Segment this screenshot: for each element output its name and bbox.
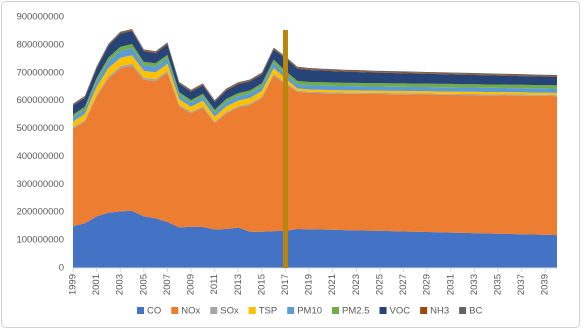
area (73, 65, 557, 236)
legend-label: VOC (390, 306, 411, 317)
legend-swatch (332, 307, 340, 314)
area (73, 48, 557, 122)
x-tick-label: 2025 (374, 274, 385, 295)
legend-swatch (210, 307, 218, 314)
legend-label: BC (469, 306, 482, 317)
x-tick-label: 2017 (280, 274, 291, 295)
y-tick-label: 900000000 (16, 12, 64, 23)
y-tick-label: 700000000 (16, 67, 64, 78)
y-tick-label: 600000000 (16, 95, 64, 106)
y-tick-label: 100000000 (16, 235, 64, 246)
x-tick-label: 2019 (304, 274, 315, 295)
legend-label: PM2.5 (342, 306, 369, 317)
area (73, 30, 557, 115)
legend-swatch (287, 307, 295, 314)
legend-label: SOx (220, 306, 239, 317)
y-tick-label: 200000000 (16, 207, 64, 218)
legend-label: TSP (259, 306, 277, 317)
legend-swatch (248, 307, 256, 314)
legend-label: NH3 (430, 306, 449, 317)
y-tick-label: 400000000 (16, 151, 64, 162)
legend-swatch (459, 307, 467, 314)
legend-swatch (379, 307, 387, 314)
legend-swatch (420, 307, 428, 314)
area (73, 55, 557, 128)
x-tick-label: 2015 (256, 274, 267, 295)
area (73, 210, 557, 268)
x-tick-label: 2039 (540, 274, 551, 295)
x-tick-label: 2005 (138, 274, 149, 295)
x-tick-label: 1999 (68, 274, 79, 295)
x-tick-label: 2003 (115, 274, 126, 295)
x-tick-label: 2013 (233, 274, 244, 295)
legend-swatch (171, 307, 179, 314)
x-tick-label: 2035 (492, 274, 503, 295)
area (73, 44, 557, 118)
y-tick-label: 500000000 (16, 123, 64, 134)
legend-label: PM10 (297, 306, 322, 317)
x-tick-label: 2031 (445, 274, 456, 295)
x-tick-label: 2027 (398, 274, 409, 295)
legend-swatch (137, 307, 144, 314)
x-tick-label: 2021 (327, 274, 338, 295)
y-tick-label: 0 (59, 263, 64, 274)
x-tick-label: 2007 (162, 274, 173, 295)
legend-label: CO (147, 306, 161, 317)
marker-line (282, 30, 288, 268)
legend-label: NOx (181, 306, 200, 317)
x-tick-label: 2011 (209, 274, 220, 294)
x-tick-label: 2009 (186, 274, 197, 295)
x-tick-label: 2001 (91, 274, 102, 295)
x-tick-label: 2023 (351, 274, 362, 295)
y-tick-label: 800000000 (16, 39, 64, 50)
x-tick-label: 2029 (422, 274, 433, 295)
x-tick-label: 2033 (469, 274, 480, 295)
x-tick-label: 2037 (516, 274, 527, 295)
y-tick-label: 300000000 (16, 179, 64, 190)
